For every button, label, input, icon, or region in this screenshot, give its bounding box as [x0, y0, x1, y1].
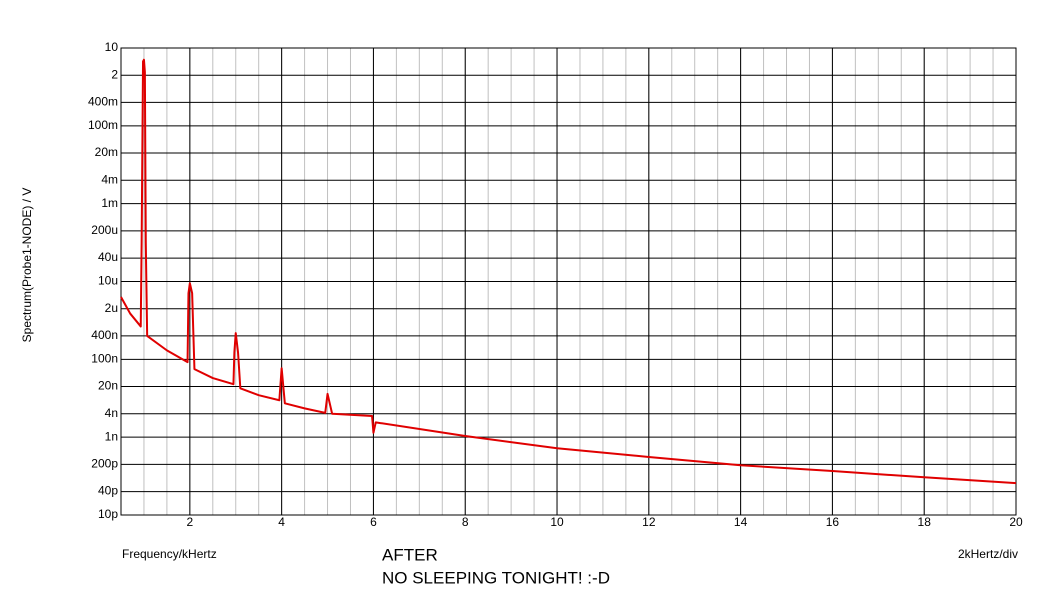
y-tick-label: 400m	[88, 95, 118, 109]
chart-subtitle: NO SLEEPING TONIGHT! :-D	[382, 568, 610, 587]
x-tick-label: 12	[642, 515, 656, 529]
scale-note: 2kHertz/div	[958, 547, 1018, 561]
y-tick-label: 4m	[101, 172, 118, 186]
x-tick-label: 4	[278, 515, 285, 529]
x-tick-label: 14	[734, 515, 748, 529]
x-tick-label: 6	[370, 515, 377, 529]
x-tick-label: 8	[462, 515, 469, 529]
x-axis-label: Frequency/kHertz	[122, 547, 217, 561]
y-tick-label: 4n	[105, 406, 118, 420]
y-tick-label: 20n	[98, 379, 118, 393]
chart-title: AFTER	[382, 545, 438, 564]
y-tick-label: 400n	[91, 328, 118, 342]
y-tick-label: 20m	[95, 145, 118, 159]
y-tick-label: 10p	[98, 507, 118, 521]
plot-frame	[120, 47, 1017, 516]
y-tick-label: 10u	[98, 274, 118, 288]
y-tick-label: 200u	[91, 223, 118, 237]
y-tick-label: 40p	[98, 484, 118, 498]
y-tick-label: 1n	[105, 429, 118, 443]
x-tick-label: 20	[1009, 515, 1023, 529]
y-tick-label: 200p	[91, 457, 118, 471]
x-tick-label: 18	[918, 515, 932, 529]
y-tick-label: 2u	[105, 301, 118, 315]
y-tick-label: 1m	[101, 196, 118, 210]
x-tick-label: 16	[826, 515, 840, 529]
y-axis-label: Spectrum(Probe1-NODE) / V	[20, 188, 34, 343]
y-tick-label: 2	[111, 67, 118, 81]
x-tick-label: 2	[187, 515, 194, 529]
x-tick-label: 10	[550, 515, 564, 529]
y-tick-label: 100n	[91, 352, 118, 366]
spectrum-line	[120, 58, 1017, 485]
y-tick-label: 40u	[98, 250, 118, 264]
y-tick-label: 10	[105, 40, 119, 54]
y-tick-label: 100m	[88, 118, 118, 132]
